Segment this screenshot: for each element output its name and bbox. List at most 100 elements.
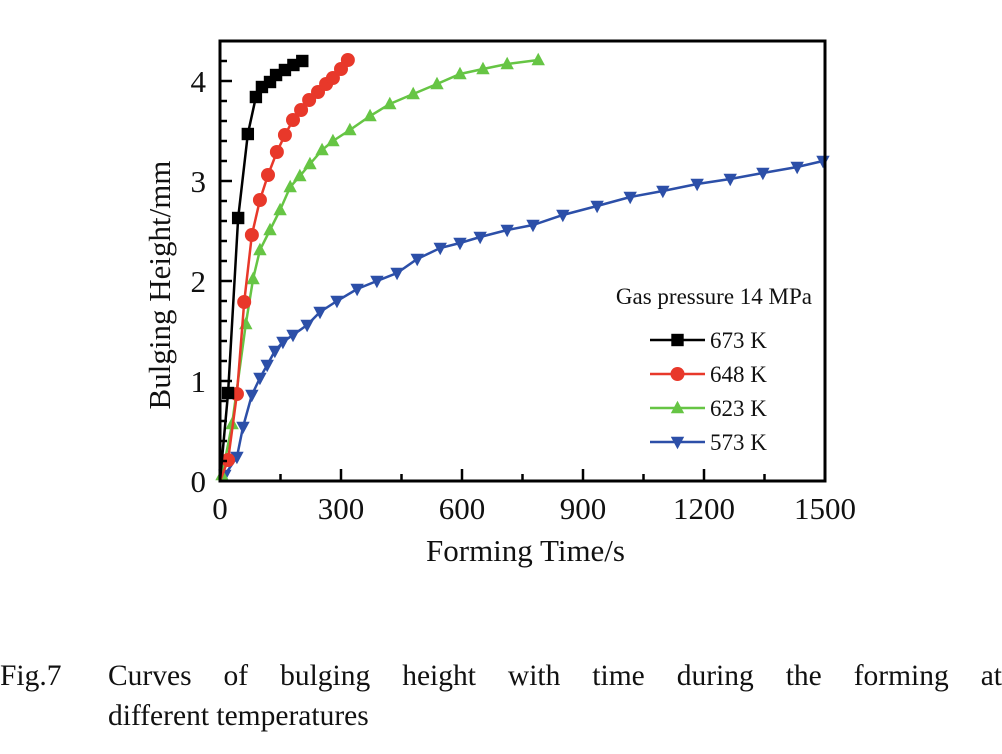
y-tick-label: 3 <box>191 164 207 199</box>
data-point <box>286 329 300 343</box>
data-point <box>260 359 274 373</box>
data-point <box>453 237 467 251</box>
legend-item: 623 K <box>650 396 767 421</box>
caption-label: Fig.7 <box>0 660 62 692</box>
x-tick-label: 300 <box>318 491 365 526</box>
data-point <box>253 242 267 256</box>
data-point <box>313 306 327 320</box>
y-tick-label: 4 <box>191 64 207 99</box>
legend-title: Gas pressure 14 MPa <box>616 284 812 309</box>
axis-ticks: 0 300 600 900 1200 1500 0 1 2 3 4 <box>191 39 856 526</box>
data-point <box>296 54 309 68</box>
series-648-k <box>218 53 355 482</box>
data-point <box>249 90 263 104</box>
data-point <box>230 451 244 465</box>
legend-label: 673 K <box>710 328 767 353</box>
data-point <box>363 108 377 122</box>
data-point <box>433 242 447 256</box>
data-point <box>260 168 275 182</box>
y-tick-label: 0 <box>191 464 207 499</box>
data-point <box>294 103 309 117</box>
data-point <box>406 86 420 100</box>
legend-label: 648 K <box>710 362 767 387</box>
data-point <box>526 219 540 233</box>
series-layer <box>215 52 830 483</box>
data-point <box>263 222 277 236</box>
legend-marker <box>670 436 685 450</box>
legend-item: 673 K <box>650 328 767 353</box>
legend-marker <box>670 400 685 414</box>
data-point <box>252 193 267 207</box>
data-point <box>269 145 284 159</box>
data-point <box>283 179 297 193</box>
y-axis-title: Bulging Height/mm <box>142 161 177 410</box>
data-point <box>500 224 514 238</box>
data-point <box>253 372 267 386</box>
data-point <box>690 178 704 192</box>
data-point <box>390 267 404 281</box>
legend: Gas pressure 14 MPa 673 K 648 K 623 K 573 K <box>616 284 812 455</box>
legend-item: 573 K <box>650 430 767 455</box>
caption-line-1: Curves of bulging height with time durin… <box>108 660 1002 692</box>
data-point <box>410 253 424 267</box>
data-point <box>221 386 235 400</box>
data-point <box>325 71 340 85</box>
data-point <box>315 142 329 156</box>
data-point <box>556 209 570 223</box>
data-point <box>303 156 317 170</box>
series-line <box>218 58 539 482</box>
data-point <box>430 76 444 90</box>
data-point <box>326 133 340 147</box>
data-point <box>531 52 545 66</box>
x-tick-label: 600 <box>439 491 486 526</box>
data-point <box>237 295 252 309</box>
data-point <box>221 453 236 467</box>
figure-caption: Fig.7 Curves of bulging height with time… <box>0 656 1002 736</box>
data-point <box>330 295 344 309</box>
legend-label: 573 K <box>710 430 767 455</box>
data-point <box>246 271 260 285</box>
data-point <box>476 61 490 75</box>
legend-label: 623 K <box>710 396 767 421</box>
y-tick-label: 1 <box>191 364 207 399</box>
data-point <box>277 128 292 142</box>
data-point <box>656 185 670 199</box>
legend-item: 648 K <box>650 362 767 387</box>
data-point <box>623 191 637 205</box>
data-point <box>453 66 467 80</box>
series-623-k <box>215 52 545 482</box>
data-point <box>790 161 804 175</box>
data-point <box>590 200 604 214</box>
data-point <box>350 283 364 297</box>
x-tick-label: 0 <box>212 491 228 526</box>
data-point <box>268 345 282 359</box>
data-point <box>473 231 487 245</box>
series-673-k <box>218 54 309 482</box>
data-point <box>343 122 357 136</box>
data-point <box>383 96 397 110</box>
legend-marker <box>671 333 684 347</box>
data-point <box>231 211 245 225</box>
data-point <box>340 53 355 67</box>
data-point <box>370 275 384 289</box>
data-point <box>244 228 259 242</box>
data-point <box>241 127 255 141</box>
series-line <box>218 59 349 482</box>
x-axis-title: Forming Time/s <box>426 533 625 568</box>
data-point <box>245 389 259 403</box>
data-point <box>273 202 287 216</box>
x-tick-label: 1200 <box>673 491 735 526</box>
data-point <box>236 421 250 435</box>
series-573-k <box>218 155 830 483</box>
data-point <box>286 113 301 127</box>
chart: 0 300 600 900 1200 1500 0 1 2 3 4 Forming Time/s B… <box>142 39 856 568</box>
data-point <box>723 173 737 187</box>
legend-marker <box>670 367 685 381</box>
data-point <box>500 56 514 70</box>
x-tick-label: 900 <box>560 491 607 526</box>
data-point <box>300 319 314 333</box>
data-point <box>756 167 770 181</box>
data-point <box>293 168 307 182</box>
data-point <box>276 336 290 350</box>
x-tick-label: 1500 <box>794 491 856 526</box>
